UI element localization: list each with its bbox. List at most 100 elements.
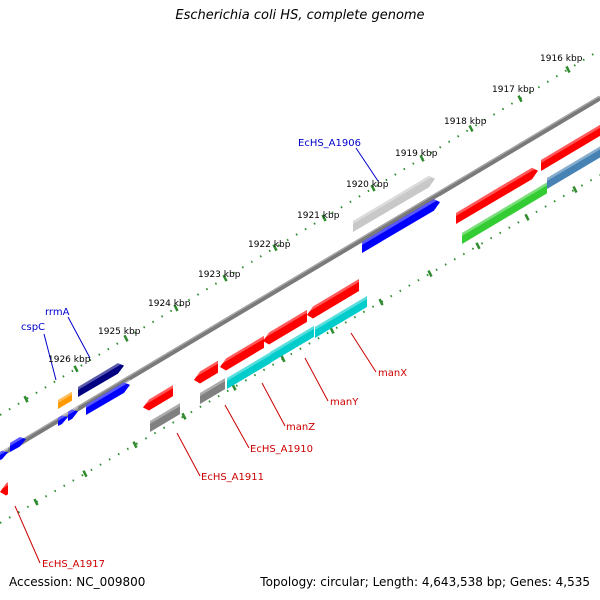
tick-label-1925: 1925 kbp: [98, 327, 141, 337]
gene-green-forward-bar-highlight: [462, 182, 547, 236]
outer-major-tick: [517, 95, 523, 103]
gene-blue-tiny-bar-2-highlight: [68, 406, 78, 415]
tick-label-1926: 1926 kbp: [48, 355, 91, 365]
leader-echs-a1910: [224, 404, 250, 449]
gene-label-many[interactable]: manY: [330, 397, 359, 408]
leader-echs-a1911: [176, 432, 201, 477]
gene-label-echs-a1917[interactable]: EcHS_A1917: [42, 559, 105, 570]
inner-major-tick: [280, 355, 286, 363]
gene-blue-edge-bar-2[interactable]: [0, 450, 8, 460]
gene-red-forward-edge-bar-highlight: [541, 124, 600, 163]
leader-echs-a1917: [14, 505, 41, 564]
gene-red-reverse-2[interactable]: [263, 309, 307, 345]
outer-major-tick: [73, 365, 79, 373]
accession-value: NC_009800: [76, 575, 146, 589]
inner-major-tick: [572, 185, 578, 194]
outer-major-tick: [468, 124, 474, 133]
gene-many-bar-highlight: [270, 325, 314, 355]
outer-major-tick: [272, 244, 278, 252]
outer-major-tick: [23, 395, 29, 403]
gene-manx-bar[interactable]: [315, 296, 367, 338]
gene-echs-a1906-bar-highlight: [353, 172, 435, 224]
tick-label-1918: 1918 kbp: [444, 117, 487, 127]
outer-major-tick: [565, 65, 571, 74]
gene-red-reverse-4[interactable]: [194, 360, 218, 384]
gene-blue-edge-bar-2-highlight: [0, 447, 8, 455]
gene-label-manx[interactable]: manX: [378, 368, 407, 379]
gene-red-reverse-edge-highlight: [0, 482, 8, 490]
inner-major-tick: [33, 498, 39, 506]
gene-blue-forward-bar[interactable]: [362, 199, 440, 253]
gene-label-manz[interactable]: manZ: [286, 422, 315, 433]
tick-label-1922: 1922 kbp: [248, 240, 291, 250]
inner-major-tick: [475, 242, 481, 250]
inner-major-tick: [378, 298, 384, 306]
gene-steel-forward-edge-bar[interactable]: [547, 145, 600, 189]
gene-green-forward-bar[interactable]: [462, 182, 547, 244]
tick-label-1920: 1920 kbp: [346, 180, 389, 190]
accession: Accession: NC_009800: [9, 575, 145, 589]
gene-red-reverse-5[interactable]: [143, 385, 173, 411]
inner-tick-line: [0, 174, 600, 524]
inner-major-tick: [82, 470, 88, 478]
outer-major-tick: [370, 184, 376, 192]
gene-red-reverse-2-highlight: [263, 309, 307, 339]
gene-red-forward-edge-bar[interactable]: [541, 124, 600, 171]
gene-manx-bar-highlight: [315, 296, 367, 330]
gene-label-echs-a1910[interactable]: EcHS_A1910: [250, 444, 313, 455]
leader-rrma: [67, 316, 91, 359]
map-title: Escherichia coli HS, complete genome: [175, 8, 425, 23]
gene-echs-a1910-bar[interactable]: [200, 378, 225, 404]
inner-major-tick: [132, 441, 138, 449]
genome-backbone: [0, 95, 600, 458]
gene-red-reverse-edge[interactable]: [0, 482, 8, 496]
accession-label: Accession:: [9, 575, 73, 589]
gene-manz-bar-highlight: [227, 351, 271, 381]
gene-red-reverse-3-highlight: [220, 335, 264, 365]
gene-red-reverse-1[interactable]: [307, 279, 359, 319]
genes-label: Genes:: [509, 575, 552, 589]
length-value: 4,643,538 bp;: [421, 575, 507, 589]
gene-label-cspc[interactable]: cspC: [21, 322, 45, 333]
gene-label-rrma[interactable]: rrmA: [45, 307, 70, 318]
tick-label-1919: 1919 kbp: [395, 149, 438, 159]
gene-rrma-bar[interactable]: [78, 363, 124, 397]
gene-blue-tiny-bar[interactable]: [58, 415, 68, 426]
gene-red-forward-bar-highlight: [456, 164, 538, 216]
gene-label-echs-a1906[interactable]: EcHS_A1906: [298, 138, 361, 149]
gene-label-echs-a1911[interactable]: EcHS_A1911: [201, 472, 264, 483]
tick-label-1916: 1916 kbp: [540, 54, 583, 64]
leader-manz: [261, 382, 286, 427]
outer-major-tick: [173, 304, 179, 312]
gene-many-bar[interactable]: [270, 325, 314, 363]
leader-manx: [350, 332, 377, 373]
topology-label: Topology:: [260, 575, 317, 589]
gene-steel-forward-edge-bar-highlight: [547, 146, 600, 181]
gene-blue-forward-bar-highlight: [362, 195, 440, 245]
gene-manz-bar[interactable]: [227, 351, 271, 389]
gene-cspc-bar[interactable]: [58, 391, 72, 409]
gene-echs-a1910-bar-highlight: [200, 378, 225, 396]
gene-rrma-bar-highlight: [78, 359, 124, 390]
gene-blue-small-bar[interactable]: [86, 382, 130, 415]
tick-label-1921: 1921 kbp: [297, 211, 340, 221]
gene-red-reverse-1-highlight: [307, 279, 359, 313]
gene-echs-a1906-bar[interactable]: [353, 175, 435, 232]
inner-major-tick: [427, 270, 433, 278]
gene-red-reverse-3[interactable]: [220, 335, 264, 371]
gene-blue-tiny-bar-highlight: [58, 412, 68, 421]
inner-major-tick: [524, 213, 530, 221]
gene-red-forward-bar[interactable]: [456, 167, 538, 224]
tick-label-1923: 1923 kbp: [198, 270, 241, 280]
gene-echs-a1911-bar[interactable]: [150, 403, 180, 432]
gene-blue-edge-bar[interactable]: [10, 436, 26, 452]
outer-major-tick: [222, 274, 228, 282]
gene-blue-tiny-bar-2[interactable]: [68, 409, 78, 421]
gene-red-reverse-5-highlight: [143, 385, 173, 406]
gene-blue-edge-bar-highlight: [10, 433, 26, 446]
outer-major-tick: [123, 334, 129, 342]
outer-major-tick: [419, 154, 425, 162]
inner-major-tick: [181, 412, 187, 420]
leader-cspc: [43, 333, 57, 381]
